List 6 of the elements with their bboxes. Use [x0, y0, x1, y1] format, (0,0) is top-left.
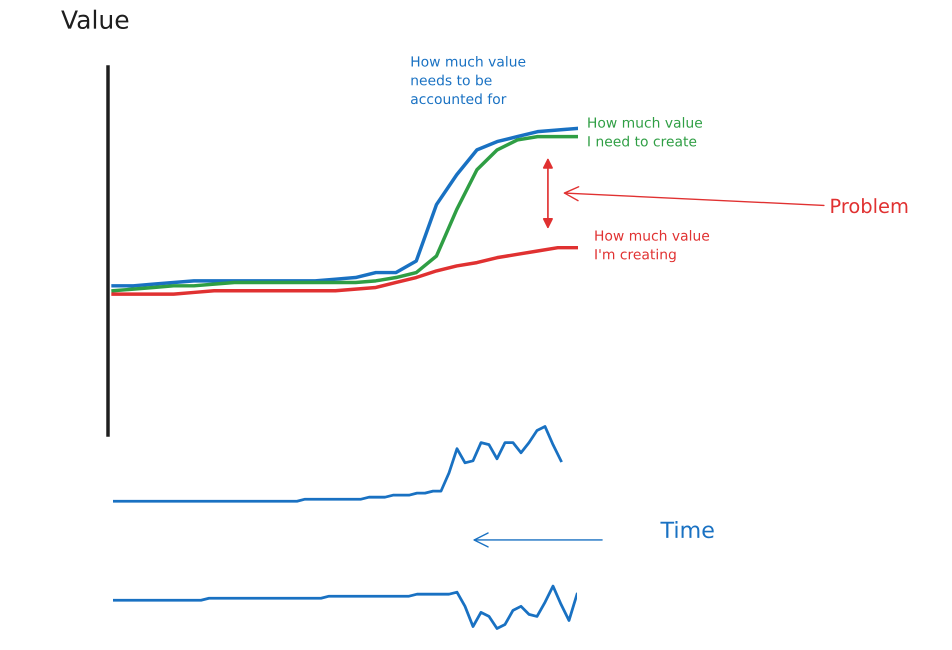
text: How much value needs to be accounted for — [411, 56, 526, 104]
text: Time — [660, 521, 714, 538]
y-axis-title: Value — [61, 10, 128, 30]
series-label: How much value I'm creating — [595, 230, 710, 262]
series-label: How much value I need to create — [588, 117, 702, 147]
text: Problem — [831, 198, 908, 214]
